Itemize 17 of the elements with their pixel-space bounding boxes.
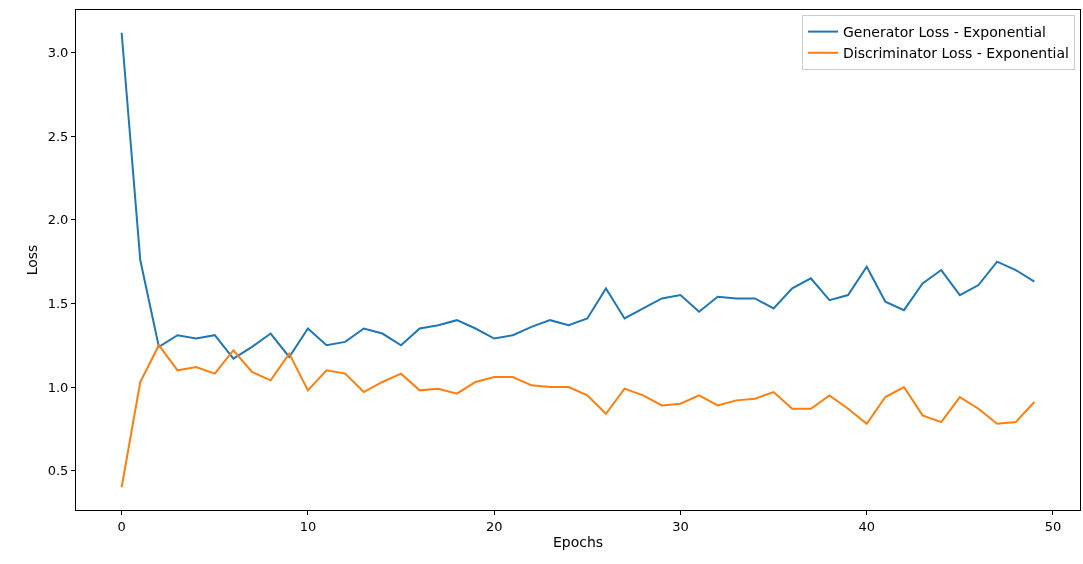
x-tick-label: 40 [858, 518, 875, 534]
line-series [120, 344, 1036, 489]
y-tick-label: 2.0 [47, 212, 69, 228]
legend-label: Discriminator Loss - Exponential [842, 45, 1069, 62]
legend-label: Generator Loss - Exponential [842, 24, 1046, 41]
x-tick-label: 20 [485, 518, 503, 534]
y-tick-label: 2.5 [47, 128, 69, 144]
x-tick-label: 0 [117, 518, 126, 534]
y-tick-label: 0.5 [47, 463, 69, 479]
y-tick-label: 1.0 [47, 379, 69, 395]
y-axis-title: Loss [24, 244, 41, 276]
x-tick-label: 10 [299, 518, 317, 534]
x-tick-label: 50 [1044, 518, 1062, 534]
x-tick-label: 30 [672, 518, 689, 534]
x-axis-title: Epochs [552, 533, 604, 550]
y-tick-label: 1.5 [47, 296, 69, 311]
y-tick-label: 3.0 [47, 45, 69, 61]
